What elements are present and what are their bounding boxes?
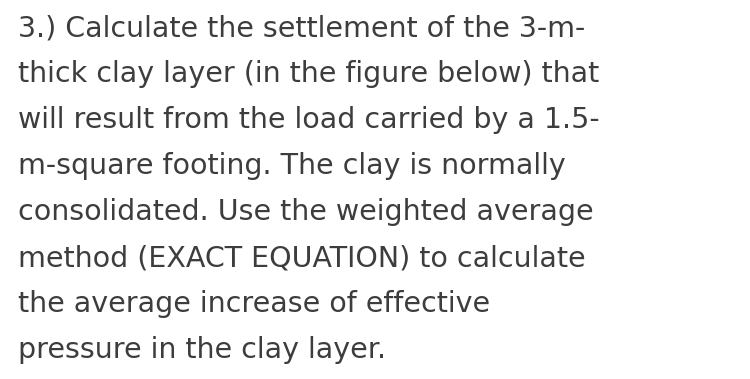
Text: m-square footing. The clay is normally: m-square footing. The clay is normally: [18, 152, 566, 180]
Text: will result from the load carried by a 1.5-: will result from the load carried by a 1…: [18, 106, 600, 134]
Text: thick clay layer (in the figure below) that: thick clay layer (in the figure below) t…: [18, 60, 599, 88]
Text: pressure in the clay layer.: pressure in the clay layer.: [18, 336, 386, 364]
Text: consolidated. Use the weighted average: consolidated. Use the weighted average: [18, 198, 594, 226]
Text: method (EXACT EQUATION) to calculate: method (EXACT EQUATION) to calculate: [18, 244, 586, 272]
Text: 3.) Calculate the settlement of the 3-m-: 3.) Calculate the settlement of the 3-m-: [18, 14, 585, 42]
Text: the average increase of effective: the average increase of effective: [18, 290, 490, 318]
